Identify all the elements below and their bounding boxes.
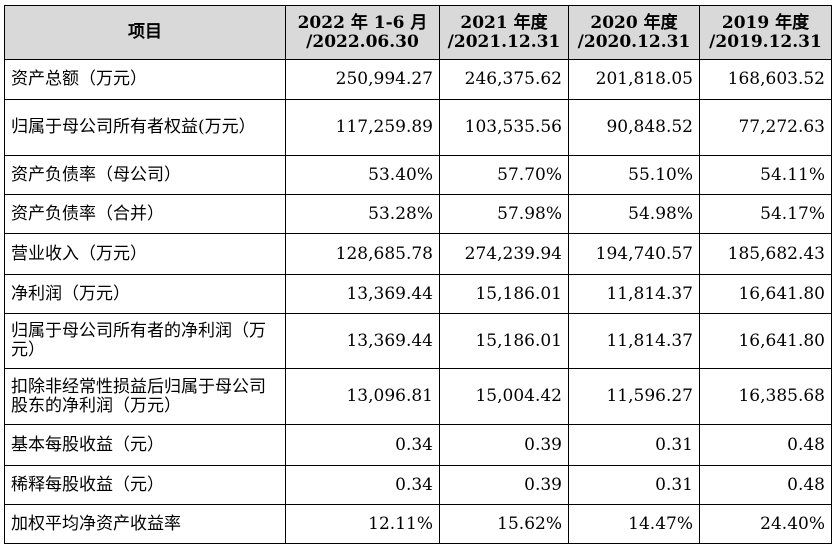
row-label: 归属于母公司所有者权益(万元） (4, 99, 286, 156)
table-row: 归属于母公司所有者权益(万元） 117,259.89 103,535.56 90… (4, 99, 832, 156)
table-row: 加权平均净资产收益率 12.11% 15.62% 14.47% 24.40% (4, 504, 832, 544)
row-label: 营业收入（万元） (4, 233, 286, 275)
cell-value: 90,848.52 (568, 99, 700, 156)
cell-value: 0.31 (568, 465, 700, 505)
header-period: 2022 年 1-6 月 /2022.06.30 (285, 5, 440, 60)
cell-value: 15.62% (439, 504, 569, 544)
row-label: 基本每股收益（元） (4, 424, 286, 466)
cell-value: 15,004.42 (439, 368, 569, 425)
table-header-row: 项目 2022 年 1-6 月 /2022.06.30 2021 年度 /202… (4, 5, 832, 60)
table-row: 基本每股收益（元） 0.34 0.39 0.31 0.48 (4, 424, 832, 466)
cell-value: 0.48 (699, 424, 832, 466)
cell-value: 54.17% (699, 194, 832, 234)
cell-value: 0.39 (439, 465, 569, 505)
header-period-date: /2020.12.31 (577, 31, 691, 52)
cell-value: 77,272.63 (699, 99, 832, 156)
table-row: 资产负债率（合并） 53.28% 57.98% 54.98% 54.17% (4, 194, 832, 234)
header-period-name: 2022 年 1-6 月 (297, 12, 428, 33)
cell-value: 185,682.43 (699, 233, 832, 275)
header-item: 项目 (4, 5, 286, 60)
header-period-name: 2019 年度 (721, 12, 810, 33)
cell-value: 55.10% (568, 155, 700, 195)
row-label: 资产负债率（母公司） (4, 155, 286, 195)
cell-value: 0.48 (699, 465, 832, 505)
cell-value: 13,096.81 (285, 368, 440, 425)
cell-value: 13,369.44 (285, 313, 440, 369)
cell-value: 54.11% (699, 155, 832, 195)
header-period-name: 2020 年度 (590, 12, 678, 33)
table-row: 营业收入（万元） 128,685.78 274,239.94 194,740.5… (4, 233, 832, 275)
table-row: 资产总额（万元） 250,994.27 246,375.62 201,818.0… (4, 59, 832, 100)
cell-value: 250,994.27 (285, 59, 440, 100)
cell-value: 0.31 (568, 424, 700, 466)
financial-summary-table: 项目 2022 年 1-6 月 /2022.06.30 2021 年度 /202… (4, 5, 832, 544)
row-label: 加权平均净资产收益率 (4, 504, 286, 544)
header-period: 2020 年度 /2020.12.31 (568, 5, 700, 60)
cell-value: 11,596.27 (568, 368, 700, 425)
cell-value: 128,685.78 (285, 233, 440, 275)
cell-value: 201,818.05 (568, 59, 700, 100)
header-period-date: /2021.12.31 (447, 31, 561, 52)
header-period: 2019 年度 /2019.12.31 (699, 5, 832, 60)
cell-value: 274,239.94 (439, 233, 569, 275)
cell-value: 16,641.80 (699, 274, 832, 314)
cell-value: 11,814.37 (568, 313, 700, 369)
cell-value: 194,740.57 (568, 233, 700, 275)
cell-value: 168,603.52 (699, 59, 832, 100)
header-period-name: 2021 年度 (460, 12, 548, 33)
cell-value: 16,385.68 (699, 368, 832, 425)
row-label: 归属于母公司所有者的净利润（万元） (4, 313, 286, 369)
cell-value: 14.47% (568, 504, 700, 544)
header-period: 2021 年度 /2021.12.31 (439, 5, 569, 60)
row-label: 扣除非经常性损益后归属于母公司股东的净利润（万元） (4, 368, 286, 425)
cell-value: 246,375.62 (439, 59, 569, 100)
row-label: 资产总额（万元） (4, 59, 286, 100)
table-row: 净利润（万元） 13,369.44 15,186.01 11,814.37 16… (4, 274, 832, 314)
cell-value: 57.70% (439, 155, 569, 195)
cell-value: 0.34 (285, 424, 440, 466)
header-period-date: /2019.12.31 (709, 31, 822, 52)
row-label: 净利润（万元） (4, 274, 286, 314)
cell-value: 12.11% (285, 504, 440, 544)
table-row: 扣除非经常性损益后归属于母公司股东的净利润（万元） 13,096.81 15,0… (4, 368, 832, 425)
row-label: 资产负债率（合并） (4, 194, 286, 234)
cell-value: 53.28% (285, 194, 440, 234)
cell-value: 0.34 (285, 465, 440, 505)
cell-value: 15,186.01 (439, 274, 569, 314)
row-label: 稀释每股收益（元） (4, 465, 286, 505)
cell-value: 24.40% (699, 504, 832, 544)
table-row: 稀释每股收益（元） 0.34 0.39 0.31 0.48 (4, 465, 832, 505)
cell-value: 103,535.56 (439, 99, 569, 156)
cell-value: 16,641.80 (699, 313, 832, 369)
cell-value: 57.98% (439, 194, 569, 234)
header-period-date: /2022.06.30 (306, 31, 419, 52)
cell-value: 11,814.37 (568, 274, 700, 314)
financial-table-container: 项目 2022 年 1-6 月 /2022.06.30 2021 年度 /202… (4, 5, 832, 544)
cell-value: 117,259.89 (285, 99, 440, 156)
table-row: 归属于母公司所有者的净利润（万元） 13,369.44 15,186.01 11… (4, 313, 832, 369)
cell-value: 15,186.01 (439, 313, 569, 369)
cell-value: 53.40% (285, 155, 440, 195)
table-row: 资产负债率（母公司） 53.40% 57.70% 55.10% 54.11% (4, 155, 832, 195)
cell-value: 54.98% (568, 194, 700, 234)
cell-value: 0.39 (439, 424, 569, 466)
cell-value: 13,369.44 (285, 274, 440, 314)
